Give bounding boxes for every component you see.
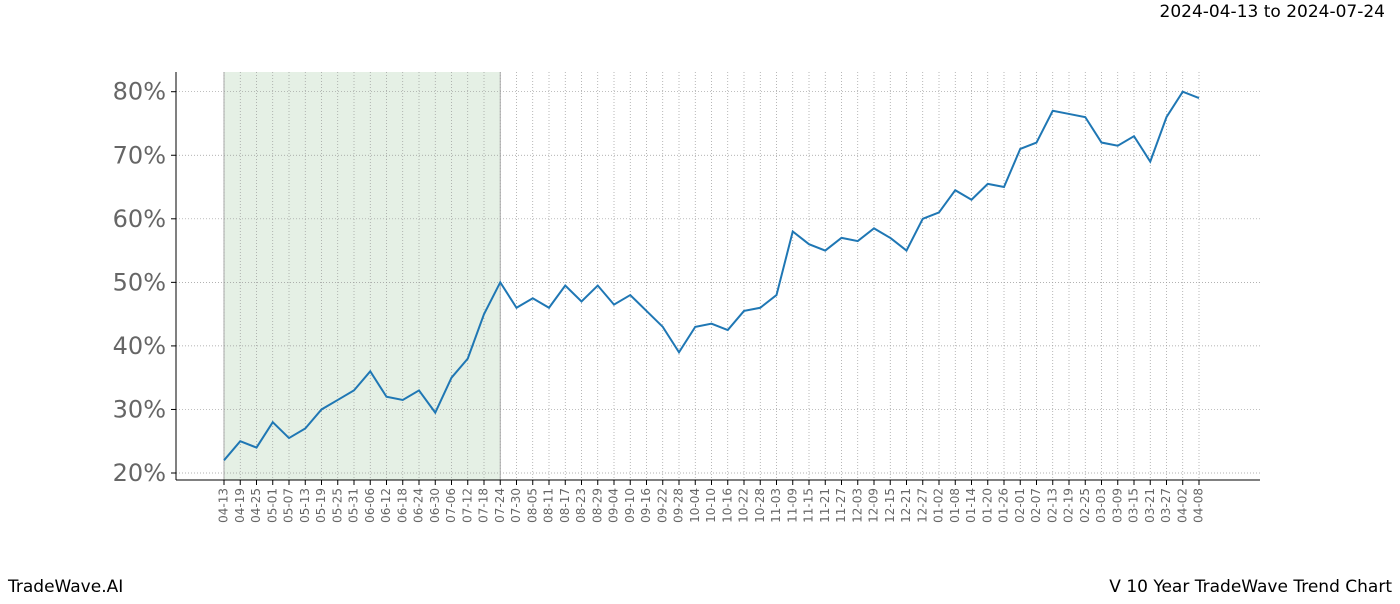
- x-tick-label: 09-16: [639, 488, 653, 523]
- x-tick-label: 08-17: [558, 488, 572, 523]
- x-tick-label: 12-27: [915, 488, 929, 523]
- x-tick-label: 08-11: [542, 488, 556, 523]
- x-tick-label: 03-21: [1143, 488, 1157, 523]
- x-tick-label: 11-21: [818, 488, 832, 523]
- y-tick-label: 40%: [113, 332, 166, 360]
- x-tick-label: 02-07: [1029, 488, 1043, 523]
- x-tick-label: 08-05: [525, 488, 539, 523]
- x-tick-label: 09-22: [655, 488, 669, 523]
- x-tick-label: 06-18: [395, 488, 409, 523]
- x-tick-label: 07-12: [460, 488, 474, 523]
- x-tick-label: 01-14: [964, 488, 978, 523]
- x-tick-label: 09-10: [623, 488, 637, 523]
- x-tick-label: 09-04: [607, 488, 621, 523]
- x-tick-label: 05-31: [347, 488, 361, 523]
- x-tick-label: 12-15: [883, 488, 897, 523]
- x-tick-label: 06-30: [428, 488, 442, 523]
- y-tick-label: 50%: [113, 268, 166, 296]
- x-tick-label: 01-08: [948, 488, 962, 523]
- x-tick-label: 02-25: [1078, 488, 1092, 523]
- x-tick-label: 06-06: [363, 488, 377, 523]
- x-tick-label: 04-02: [1175, 488, 1189, 523]
- x-tick-label: 10-22: [737, 488, 751, 523]
- x-tick-label: 07-24: [493, 488, 507, 523]
- y-tick-label: 60%: [113, 205, 166, 233]
- x-tick-label: 10-10: [704, 488, 718, 523]
- x-tick-label: 02-13: [1045, 488, 1059, 523]
- x-tick-label: 03-03: [1094, 488, 1108, 523]
- y-tick-label: 20%: [113, 459, 166, 487]
- trend-line: [223, 90, 1200, 461]
- brand: TradeWave.AI: [7, 577, 123, 597]
- x-tick-label: 02-01: [1013, 488, 1027, 523]
- x-tick-label: 12-09: [867, 488, 881, 523]
- x-tick-label: 06-24: [412, 488, 426, 523]
- x-tick-label: 11-03: [769, 488, 783, 523]
- x-tick-label: 05-19: [314, 488, 328, 523]
- x-tick-label: 05-13: [298, 488, 312, 523]
- x-tick-label: 04-19: [233, 488, 247, 523]
- x-tick-label: 10-04: [688, 488, 702, 523]
- x-tick-label: 03-09: [1110, 488, 1124, 523]
- y-tick-label: 70%: [113, 141, 166, 169]
- x-tick-label: 12-03: [850, 488, 864, 523]
- x-tick-label: 12-21: [899, 488, 913, 523]
- x-tick-label: 11-09: [785, 488, 799, 523]
- x-tick-label: 06-12: [379, 488, 393, 523]
- x-tick-label: 05-01: [265, 488, 279, 523]
- x-tick-label: 08-23: [574, 488, 588, 523]
- x-tick-label: 11-27: [834, 488, 848, 523]
- chart-name: V 10 Year TradeWave Trend Chart: [1109, 577, 1392, 597]
- x-tick-label: 03-27: [1159, 488, 1173, 523]
- y-tick-label: 30%: [113, 395, 166, 423]
- x-tick-label: 07-18: [477, 488, 491, 523]
- x-tick-label: 05-07: [282, 488, 296, 523]
- x-tick-label: 02-19: [1062, 488, 1076, 523]
- x-tick-label: 05-25: [330, 488, 344, 523]
- x-tick-label: 09-28: [672, 488, 686, 523]
- x-tick-label: 07-30: [509, 488, 523, 523]
- x-tick-label: 04-13: [217, 488, 231, 523]
- x-tick-label: 08-29: [590, 488, 604, 523]
- y-tick-label: 80%: [113, 78, 166, 106]
- shaded-region: [224, 72, 501, 480]
- x-tick-label: 04-08: [1192, 488, 1206, 523]
- x-tick-label: 04-25: [249, 488, 263, 523]
- x-tick-label: 11-15: [802, 488, 816, 523]
- x-tick-label: 07-06: [444, 488, 458, 523]
- x-tick-label: 01-26: [997, 488, 1011, 523]
- x-tick-label: 01-02: [932, 488, 946, 523]
- x-tick-label: 10-16: [720, 488, 734, 523]
- x-tick-label: 10-28: [753, 488, 767, 523]
- date-range: 2024-04-13 to 2024-07-24: [1160, 2, 1385, 22]
- x-tick-label: 03-15: [1127, 488, 1141, 523]
- x-tick-label: 01-20: [980, 488, 994, 523]
